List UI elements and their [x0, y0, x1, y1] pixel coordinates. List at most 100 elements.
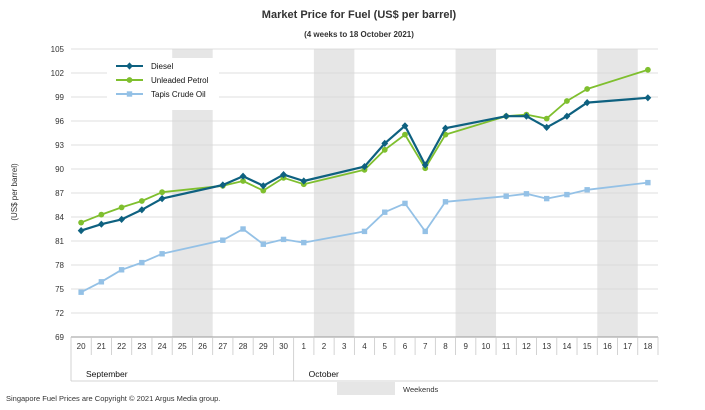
diesel-data-point [219, 181, 227, 189]
legend-label: Diesel [151, 62, 173, 71]
petrol-data-point [644, 66, 651, 73]
tapis-data-point [220, 237, 226, 243]
x-axis-ticks: 20 21 22 23 24 25 26 27 28 29 30 1 2 3 4 5 6 7 8 9 10 11 12 13 1… [70, 337, 659, 355]
x-tick-label: 5 [383, 342, 388, 351]
x-tick-label: 23 [137, 342, 146, 351]
y-tick-label: 99 [55, 93, 64, 102]
diesel-data-point [644, 94, 652, 102]
diesel-data-point [239, 172, 247, 180]
y-tick-label: 81 [55, 237, 64, 246]
x-tick-label: 20 [77, 342, 86, 351]
x-tick-label: 15 [583, 342, 592, 351]
petrol-data-point [564, 98, 570, 104]
x-tick-label: 8 [443, 342, 448, 351]
diesel-data-point [381, 139, 389, 147]
y-axis-label: (US$ per barrel) [10, 163, 19, 221]
tapis-data-point [260, 241, 266, 247]
diesel-data-point [583, 99, 591, 107]
legend-label: Tapis Crude Oil [151, 90, 206, 99]
y-tick-label: 102 [51, 69, 65, 78]
x-tick-label: 12 [522, 342, 531, 351]
diesel-data-point [259, 182, 267, 190]
petrol-data-point [240, 178, 246, 184]
y-tick-label: 105 [51, 45, 65, 54]
diesel-data-point [158, 195, 166, 203]
weekend-legend-label: Weekends [403, 385, 439, 394]
x-tick-label: 17 [623, 342, 632, 351]
tapis-data-point [543, 195, 550, 202]
series-diesel [77, 94, 652, 235]
tapis-data-point [503, 193, 509, 199]
diesel-data-point [442, 124, 449, 132]
tapis-data-point [126, 91, 133, 97]
y-tick-label: 69 [55, 333, 64, 342]
x-tick-label: 25 [178, 342, 187, 351]
petrol-data-point [442, 131, 449, 138]
diesel-data-point [118, 215, 126, 223]
petrol-data-point [584, 86, 591, 92]
x-tick-label: 21 [97, 342, 106, 351]
petrol-data-point [543, 115, 550, 122]
tapis-data-point [584, 187, 590, 193]
tapis-data-point [402, 200, 408, 207]
x-tick-label: 28 [239, 342, 248, 351]
tapis-data-point [159, 251, 165, 257]
diesel-data-point [523, 112, 530, 120]
chart-title: Market Price for Fuel (US$ per barrel) [262, 9, 457, 21]
y-tick-label: 93 [55, 141, 64, 150]
tapis-data-point [78, 289, 84, 295]
chart-subtitle: (4 weeks to 18 October 2021) [304, 30, 414, 39]
y-tick-label: 75 [55, 285, 64, 294]
legend-label: Unleaded Petrol [151, 76, 209, 85]
tapis-data-point [422, 228, 428, 235]
x-tick-label: 10 [481, 342, 490, 351]
tapis-data-point [645, 179, 651, 186]
petrol-data-point [159, 189, 165, 196]
weekend-legend-swatch [337, 382, 395, 395]
tapis-data-point [118, 267, 125, 273]
x-tick-label: 30 [279, 342, 288, 351]
y-tick-label: 87 [55, 189, 64, 198]
legend: Diesel Unleaded Petrol Tapis Crude Oil [107, 58, 219, 110]
tapis-data-point [98, 279, 105, 285]
y-tick-label: 84 [55, 213, 64, 222]
x-tick-label: 11 [502, 342, 511, 351]
diesel-data-point [361, 163, 368, 171]
petrol-data-point [98, 211, 105, 218]
x-tick-label: 2 [322, 342, 327, 351]
tapis-data-point [523, 191, 530, 197]
tapis-data-point [564, 191, 570, 198]
y-axis-ticks: 69 72 75 78 81 84 87 90 93 96 99 102 105 [51, 45, 65, 342]
petrol-data-point [402, 131, 408, 138]
x-tick-label: 27 [218, 342, 227, 351]
tapis-data-point [280, 236, 287, 243]
x-tick-label: 22 [117, 342, 126, 351]
petrol-data-point [260, 187, 267, 194]
diesel-data-point [401, 122, 409, 130]
x-tick-label: 18 [643, 342, 652, 351]
series-tapis-crude-oil [78, 179, 651, 295]
diesel-data-point [502, 112, 510, 120]
petrol-data-point [138, 198, 145, 204]
y-tick-label: 96 [55, 117, 64, 126]
x-tick-label: 6 [403, 342, 408, 351]
x-tick-label: 24 [158, 342, 167, 351]
x-tick-label: 4 [362, 342, 367, 351]
petrol-data-point [381, 146, 388, 153]
diesel-data-point [563, 112, 571, 120]
tapis-data-point [361, 228, 368, 235]
x-tick-label: 1 [302, 342, 307, 351]
x-tick-label: 14 [562, 342, 571, 351]
y-tick-label: 78 [55, 261, 64, 270]
month-label: October [309, 369, 339, 379]
tapis-data-point [240, 226, 246, 232]
x-tick-label: 26 [198, 342, 207, 351]
month-labels: September October [70, 355, 658, 382]
diesel-data-point [126, 62, 133, 70]
diesel-data-point [77, 227, 85, 235]
tapis-data-point [442, 199, 449, 205]
tapis-data-point [139, 259, 145, 266]
x-tick-label: 3 [342, 342, 347, 351]
petrol-data-point [126, 77, 133, 83]
